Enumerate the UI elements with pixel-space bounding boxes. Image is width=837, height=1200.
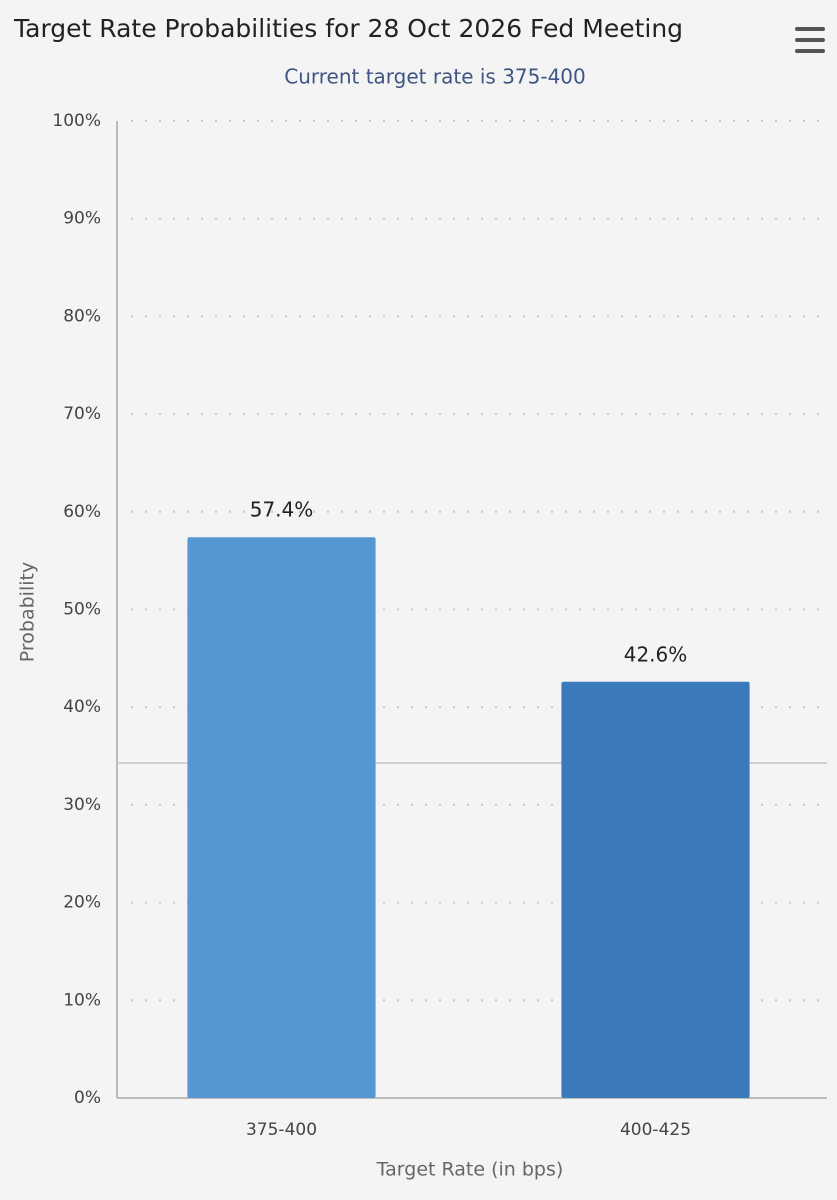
y-tick-label: 10% <box>63 990 101 1010</box>
x-tick-label: 375-400 <box>246 1120 317 1140</box>
y-tick-label: 0% <box>74 1088 101 1108</box>
y-tick-label: 20% <box>63 893 101 913</box>
y-tick-label: 30% <box>63 795 101 815</box>
chart-subtitle: Current target rate is 375-400 <box>284 65 586 89</box>
y-tick-label: 80% <box>63 306 101 326</box>
menu-bar <box>795 38 825 42</box>
bar <box>561 681 750 1098</box>
menu-bar <box>795 27 825 31</box>
menu-icon[interactable] <box>795 27 825 53</box>
value-label: 57.4% <box>250 498 314 522</box>
y-tick-label: 50% <box>63 600 101 620</box>
x-axis-title: Target Rate (in bps) <box>376 1159 564 1181</box>
bar <box>187 537 376 1098</box>
x-tick-label: 400-425 <box>620 1120 691 1140</box>
y-tick-label: 60% <box>63 502 101 522</box>
y-axis-title: Probability <box>17 562 39 662</box>
y-tick-label: 70% <box>63 404 101 424</box>
y-tick-label: 100% <box>52 111 101 131</box>
y-tick-label: 40% <box>63 697 101 717</box>
value-label: 42.6% <box>624 642 688 666</box>
chart-title: Target Rate Probabilities for 28 Oct 202… <box>13 14 683 43</box>
y-tick-label: 90% <box>63 209 101 229</box>
menu-bar <box>795 49 825 53</box>
